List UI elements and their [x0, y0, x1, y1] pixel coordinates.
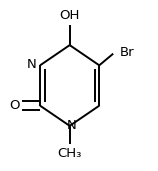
Text: OH: OH — [60, 9, 80, 22]
Text: N: N — [27, 58, 36, 71]
Text: Br: Br — [119, 46, 134, 59]
Text: CH₃: CH₃ — [58, 147, 82, 160]
Text: N: N — [66, 119, 76, 132]
Text: O: O — [9, 99, 20, 112]
